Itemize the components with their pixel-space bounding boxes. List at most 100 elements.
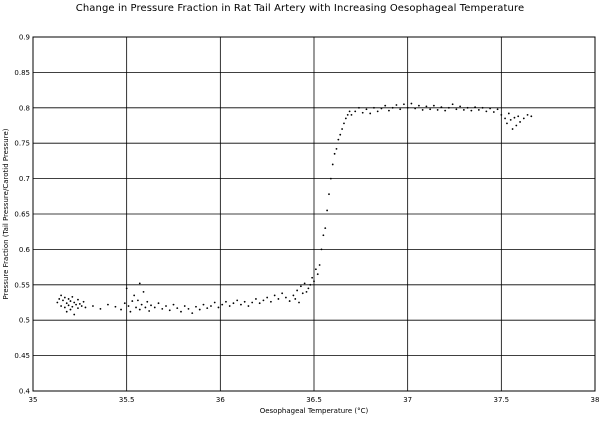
data-point: [60, 294, 62, 297]
data-point: [425, 105, 428, 108]
data-point: [380, 107, 383, 110]
data-point: [123, 302, 126, 305]
data-point: [320, 248, 323, 251]
data-point: [477, 109, 480, 111]
data-point: [137, 299, 139, 302]
x-tick-label: 37.5: [494, 396, 510, 404]
data-point: [63, 306, 66, 309]
data-point: [318, 264, 321, 266]
data-point: [526, 113, 529, 116]
y-tick-label: 0.7: [19, 175, 30, 183]
data-point: [247, 305, 250, 307]
data-point: [176, 307, 179, 310]
data-point: [485, 110, 488, 113]
data-point: [65, 302, 68, 305]
data-point: [150, 304, 152, 307]
data-point: [346, 113, 349, 116]
data-point: [513, 116, 516, 119]
y-tick-label: 0.85: [14, 69, 30, 77]
plot-frame: [32, 36, 596, 392]
data-point: [470, 109, 473, 112]
data-point: [391, 106, 394, 109]
data-point: [75, 303, 77, 306]
data-point: [114, 305, 117, 308]
data-point: [410, 102, 413, 105]
y-tick-label: 0.8: [19, 104, 30, 112]
data-point: [432, 104, 435, 107]
data-point: [140, 303, 143, 306]
data-point: [489, 107, 491, 110]
data-point: [161, 307, 164, 310]
y-tick-label: 0.75: [14, 140, 30, 148]
data-point: [511, 128, 514, 130]
data-point: [77, 307, 79, 310]
data-point: [144, 306, 147, 309]
data-point: [329, 177, 332, 180]
y-tick-label: 0.55: [14, 281, 30, 289]
y-tick-label: 0.45: [14, 352, 30, 360]
y-axis-title: Pressure Fraction (Tail Pressure/Carotid…: [2, 128, 10, 299]
x-tick-label: 36: [216, 396, 225, 404]
data-point: [519, 121, 521, 123]
data-point: [444, 109, 447, 112]
data-point: [331, 163, 334, 166]
data-point: [522, 117, 525, 120]
data-point: [228, 305, 231, 307]
data-point: [266, 296, 269, 299]
data-point: [213, 301, 216, 304]
data-point: [451, 103, 454, 106]
data-point: [369, 112, 372, 115]
data-point: [515, 124, 518, 127]
x-tick-label: 38: [591, 396, 600, 404]
data-point: [530, 115, 533, 118]
data-point: [243, 300, 246, 303]
data-point: [474, 106, 477, 108]
data-point: [63, 296, 66, 299]
data-point: [157, 302, 160, 305]
y-tick-label: 0.9: [19, 34, 30, 42]
data-point: [303, 282, 306, 285]
data-point: [288, 300, 291, 302]
data-point: [142, 290, 145, 293]
chart-title: Change in Pressure Fraction in Rat Tail …: [75, 3, 525, 14]
data-point: [58, 298, 61, 300]
data-point: [459, 105, 462, 108]
data-point: [388, 109, 390, 112]
data-point: [67, 304, 70, 307]
y-tick-label: 0.4: [19, 388, 31, 396]
data-point: [492, 111, 495, 113]
data-point: [333, 152, 336, 155]
data-point: [180, 310, 182, 313]
data-point: [153, 306, 156, 309]
data-point: [273, 294, 276, 297]
data-point: [236, 299, 239, 302]
x-tick-label: 35.5: [119, 396, 135, 404]
data-point: [202, 303, 205, 306]
data-point: [299, 285, 302, 288]
data-point: [78, 303, 81, 305]
data-point: [294, 298, 297, 300]
data-point: [71, 305, 74, 308]
data-point: [322, 234, 325, 237]
data-point: [129, 310, 132, 313]
data-point: [466, 106, 469, 109]
data-point: [258, 302, 261, 305]
data-point: [69, 308, 72, 311]
data-point: [69, 300, 72, 302]
data-point: [339, 133, 342, 136]
data-point: [255, 298, 257, 300]
data-point: [65, 310, 68, 313]
data-point: [77, 298, 79, 301]
data-point: [414, 107, 417, 110]
data-point: [56, 301, 59, 304]
data-point: [301, 292, 304, 295]
data-point: [418, 104, 420, 107]
data-point: [326, 209, 329, 212]
data-point: [309, 283, 312, 286]
data-point: [221, 303, 224, 306]
data-point: [146, 300, 149, 303]
data-point: [421, 109, 424, 111]
data-point: [335, 147, 338, 150]
data-point: [403, 103, 405, 106]
data-point: [517, 115, 520, 118]
